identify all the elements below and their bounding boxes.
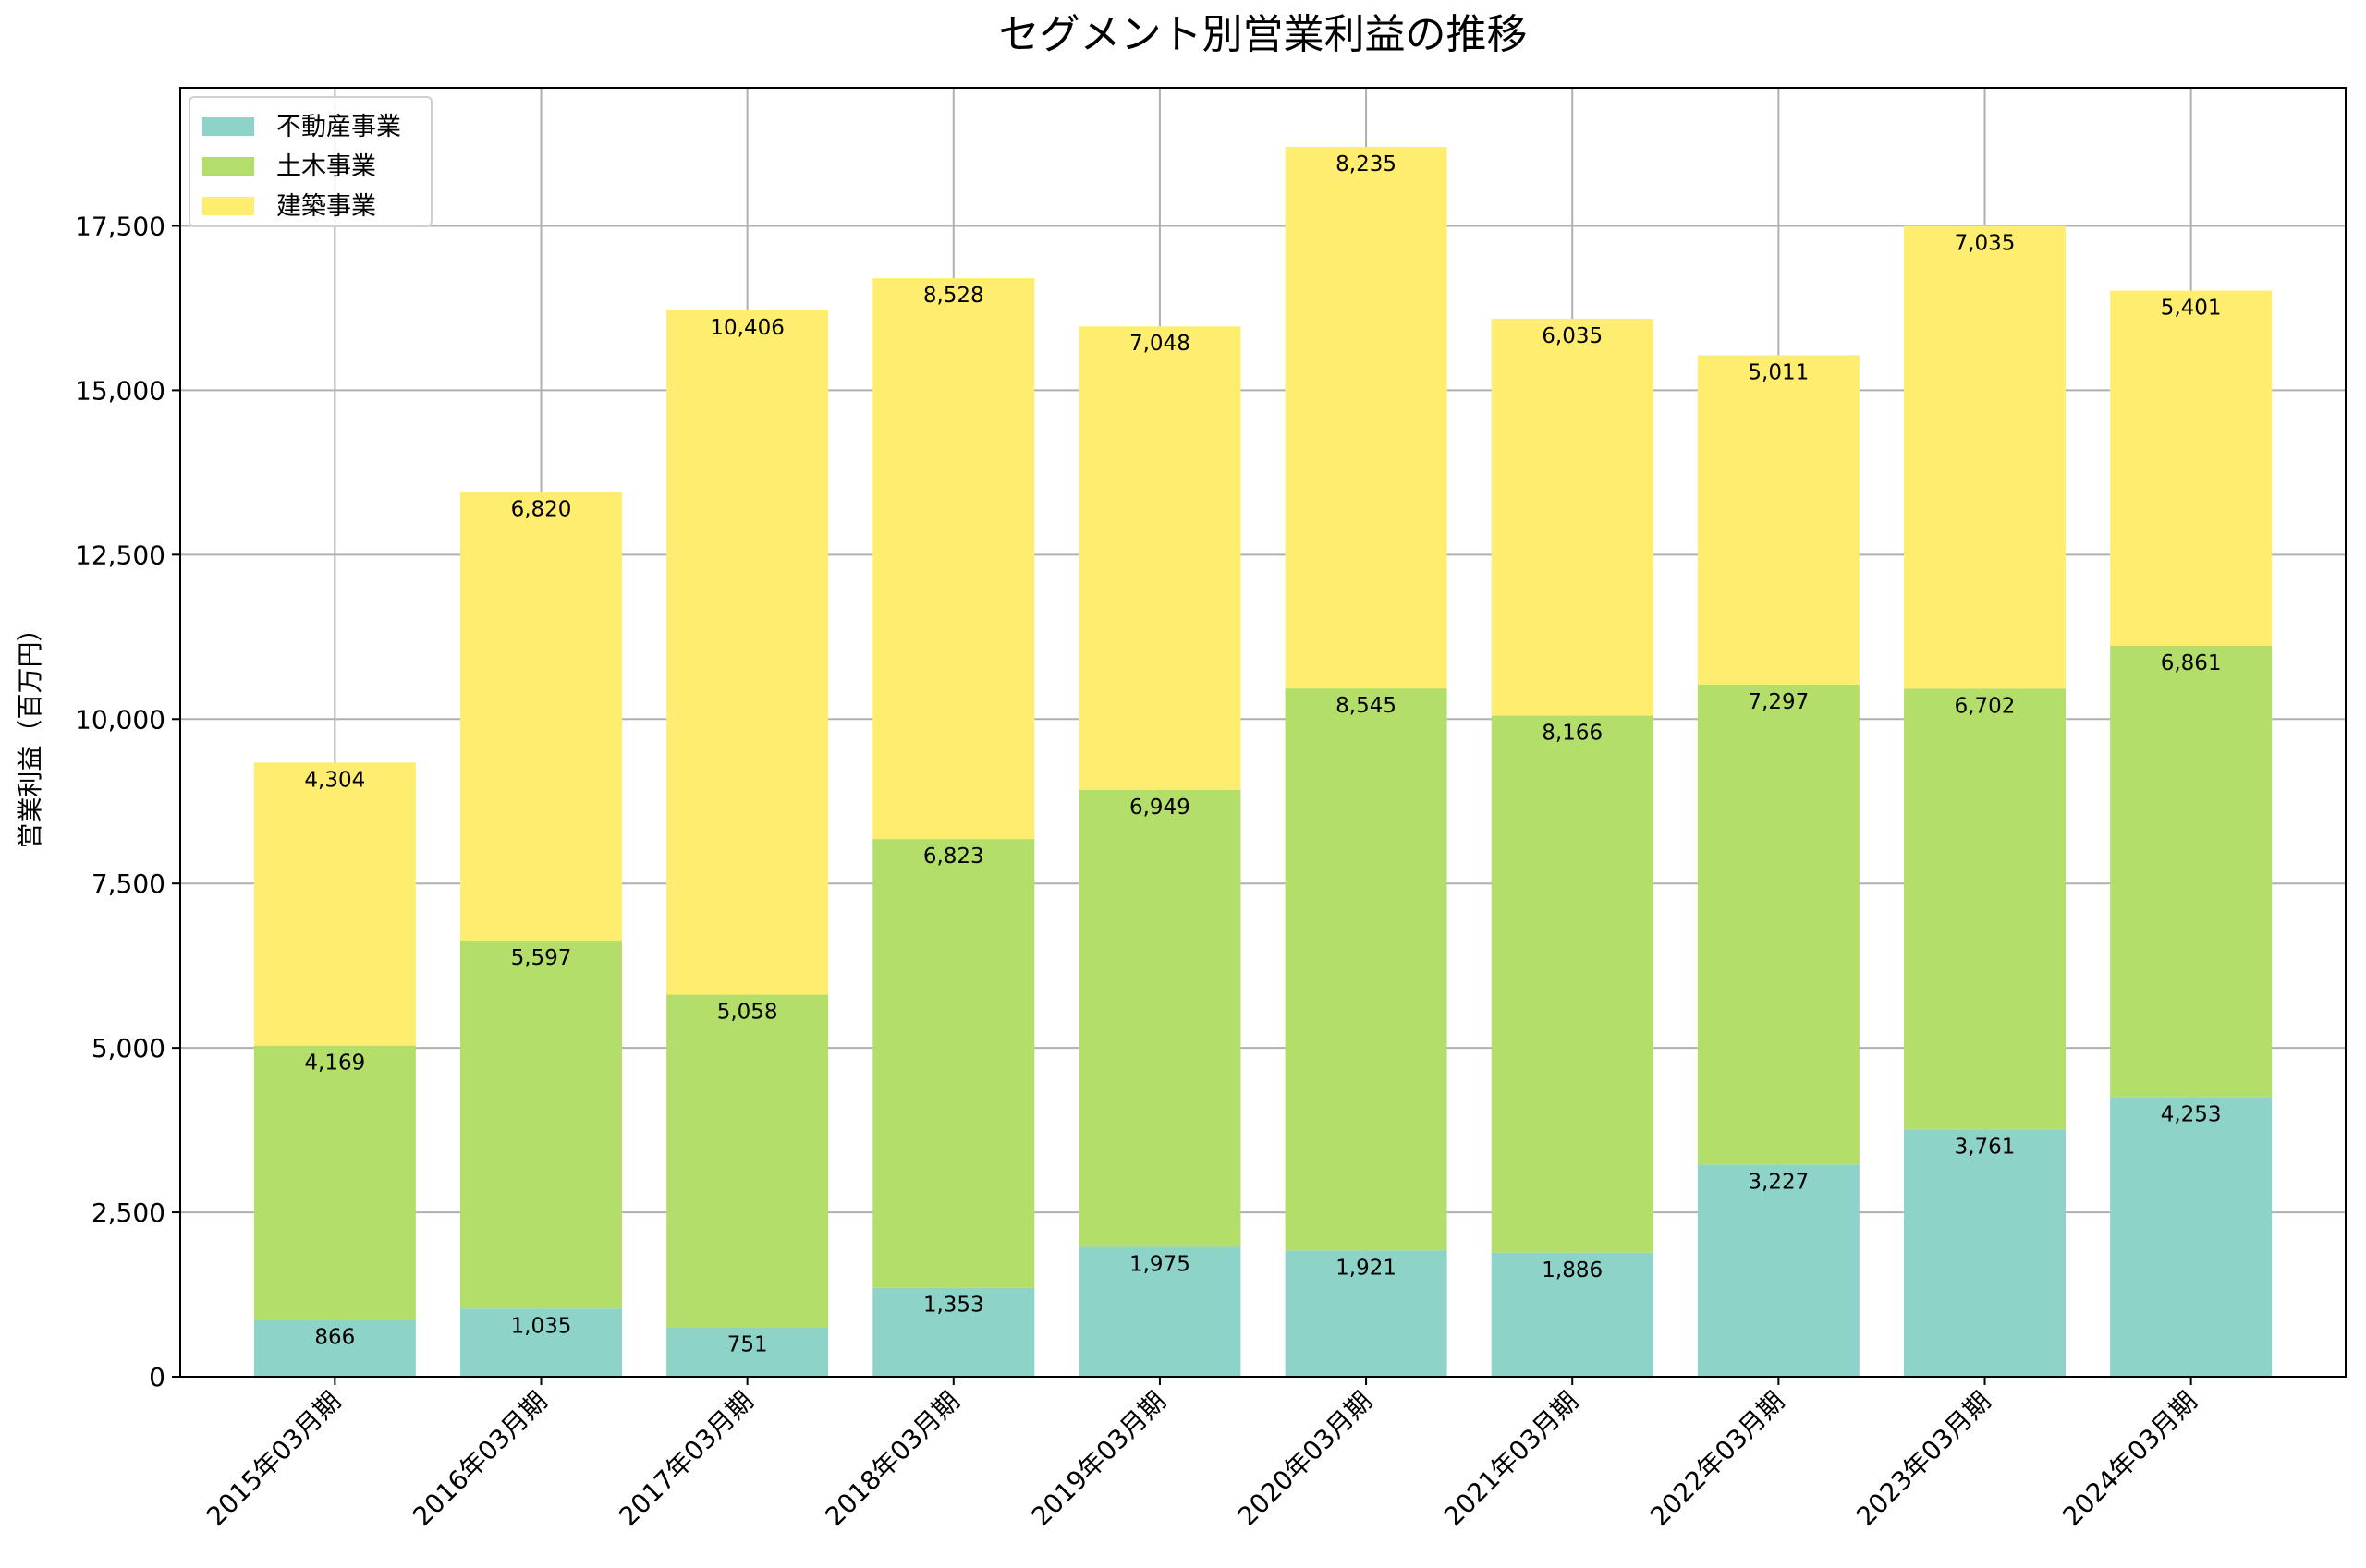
bar-segment: [2110, 1097, 2273, 1377]
data-label: 6,823: [923, 845, 984, 869]
bar-segment: [2110, 645, 2273, 1098]
data-label: 8,545: [1335, 694, 1396, 718]
bar-segment: [666, 994, 829, 1328]
data-label: 751: [727, 1333, 768, 1357]
x-tick-label: 2016年03月期: [407, 1386, 553, 1532]
data-labels: 866 4,169 4,304 1,035 5,597 6,820 751 5,058 10,4…: [304, 152, 2221, 1357]
y-tick-label: 12,500: [75, 540, 165, 570]
data-label: 1,035: [511, 1314, 572, 1338]
data-label: 6,702: [1955, 694, 2016, 718]
bar-segment: [1079, 1246, 1241, 1377]
bar-segment: [1904, 1129, 2066, 1377]
y-axis-label: 営業利益（百万円）: [15, 615, 45, 848]
bar-segment: [1491, 1252, 1653, 1377]
bar-segment: [872, 278, 1035, 840]
bar-segment: [253, 1045, 416, 1320]
data-label: 5,401: [2161, 297, 2222, 321]
data-label: 1,975: [1129, 1252, 1190, 1276]
legend-swatch: [202, 197, 254, 215]
data-label: 4,169: [304, 1051, 365, 1076]
x-tick-label: 2019年03月期: [1026, 1386, 1172, 1532]
bar-segment: [1697, 1164, 1860, 1377]
x-tick-label: 2018年03月期: [819, 1386, 965, 1532]
data-label: 7,035: [1955, 232, 2016, 256]
bar-segment: [872, 839, 1035, 1288]
legend-swatch: [202, 157, 254, 176]
y-tick-label: 17,500: [75, 211, 165, 241]
bar-segment: [1491, 319, 1653, 716]
data-label: 1,921: [1335, 1256, 1396, 1280]
y-axis: 0 2,500 5,000 7,500 10,000 12,500 15,000 17,500: [75, 211, 180, 1392]
bar-segment: [1285, 146, 1447, 689]
bar-segment: [253, 762, 416, 1046]
bar-segment: [1079, 789, 1241, 1247]
data-label: 5,011: [1748, 360, 1809, 384]
data-label: 6,949: [1129, 796, 1190, 820]
chart-title: セグメント別営業利益の推移: [999, 11, 1528, 58]
x-tick-label: 2021年03月期: [1438, 1386, 1584, 1532]
bar-segment: [1285, 688, 1447, 1251]
data-label: 866: [314, 1325, 355, 1349]
y-tick-label: 7,500: [91, 869, 165, 899]
data-label: 1,353: [923, 1294, 984, 1318]
x-tick-label: 2022年03月期: [1644, 1386, 1790, 1532]
data-label: 3,227: [1748, 1170, 1809, 1194]
legend-label: 土木事業: [276, 152, 376, 181]
bar-segment: [1697, 355, 1860, 685]
bar-segment: [460, 940, 622, 1309]
data-label: 7,048: [1129, 332, 1190, 356]
bar-segment: [666, 1327, 829, 1377]
bar-segment: [666, 310, 829, 995]
data-label: 4,253: [2161, 1102, 2222, 1126]
bar-segment: [1079, 326, 1241, 790]
data-label: 6,861: [2161, 651, 2222, 675]
y-tick-label: 2,500: [91, 1197, 165, 1228]
bars: [253, 146, 2273, 1377]
y-tick-label: 10,000: [75, 704, 165, 735]
data-label: 1,886: [1542, 1258, 1603, 1282]
data-label: 4,304: [304, 768, 365, 792]
bar-segment: [1697, 684, 1860, 1165]
x-tick-label: 2023年03月期: [1850, 1386, 1996, 1532]
bar-segment: [1904, 688, 2066, 1130]
bar-segment: [253, 1319, 416, 1377]
bar-segment: [1491, 715, 1653, 1253]
data-label: 8,528: [923, 284, 984, 308]
x-tick-label: 2020年03月期: [1232, 1386, 1378, 1532]
bar-segment: [1285, 1250, 1447, 1377]
data-label: 5,058: [717, 1001, 778, 1025]
y-tick-label: 15,000: [75, 375, 165, 406]
data-label: 10,406: [710, 316, 784, 340]
bar-segment: [1904, 225, 2066, 689]
bar-segment: [2110, 290, 2273, 646]
bar-segment: [872, 1287, 1035, 1377]
data-label: 8,166: [1542, 722, 1603, 746]
x-tick-label: 2024年03月期: [2056, 1386, 2202, 1532]
legend-swatch: [202, 117, 254, 136]
data-label: 3,761: [1955, 1135, 2016, 1159]
bar-segment: [460, 1308, 622, 1377]
legend-label: 不動産事業: [276, 113, 401, 141]
x-tick-label: 2017年03月期: [613, 1386, 759, 1532]
x-tick-label: 2015年03月期: [201, 1386, 347, 1532]
data-label: 6,035: [1542, 324, 1603, 348]
bar-segment: [460, 492, 622, 941]
x-axis: 2015年03月期 2016年03月期 2017年03月期 2018年03月期 2019…: [201, 1377, 2203, 1532]
data-label: 8,235: [1335, 152, 1396, 176]
data-label: 7,297: [1748, 690, 1809, 714]
y-tick-label: 5,000: [91, 1033, 165, 1064]
legend-label: 建築事業: [276, 192, 376, 221]
y-tick-label: 0: [149, 1362, 165, 1392]
data-label: 6,820: [511, 498, 572, 522]
data-label: 5,597: [511, 946, 572, 970]
plot-frame: [179, 87, 2347, 1378]
